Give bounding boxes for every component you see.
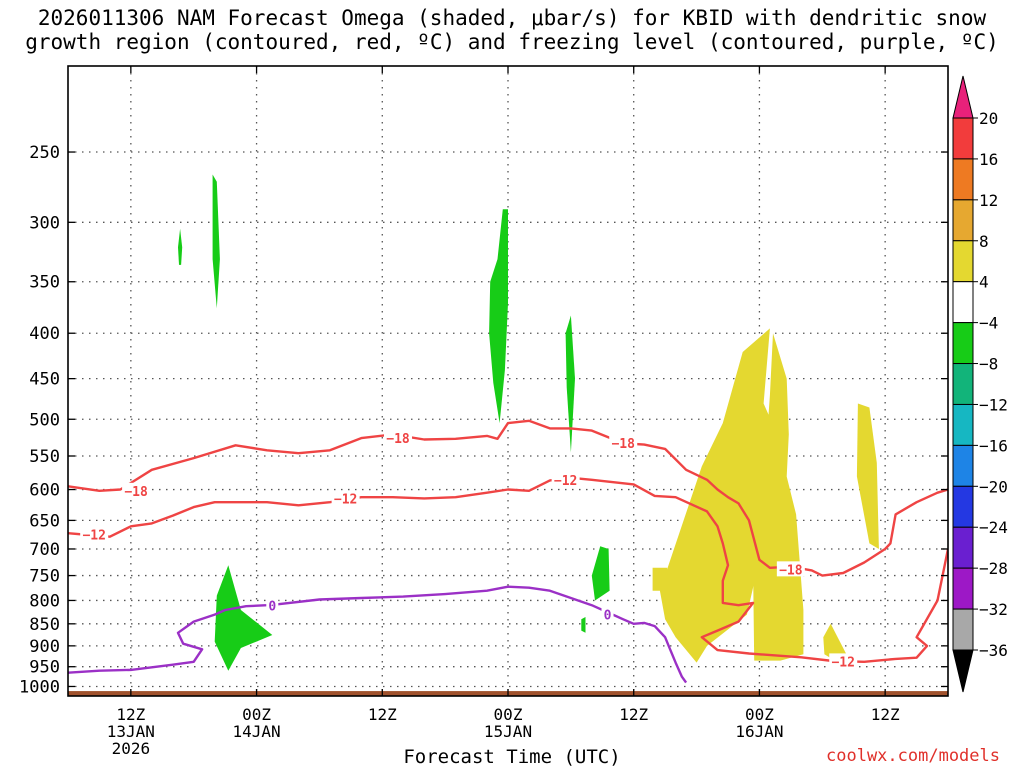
omega+4-8-d	[823, 623, 847, 661]
x-tick-label-66: 00Z	[745, 705, 774, 724]
contour-minus12-label-bg-2	[551, 471, 580, 487]
colorbar-swatch-5	[952, 322, 974, 365]
colorbar-top-arrow	[952, 75, 974, 119]
chart-title: 2026011306 NAM Forecast Omega (shaded, μ…	[0, 6, 1024, 54]
x-tick-label-18: 00Z	[242, 705, 271, 724]
colorbar-label-0: 20	[979, 109, 998, 128]
contour-minus12-label-1: −12	[334, 492, 357, 507]
y-tick-label-700: 700	[29, 540, 60, 560]
colorbar-label-3: 8	[979, 232, 989, 251]
x-tick-label-54: 12Z	[619, 705, 648, 724]
title-line-1: 2026011306 NAM Forecast Omega (shaded, μ…	[37, 6, 987, 30]
x-tick-year-6: 2026	[112, 739, 151, 758]
contour-minus18-label-bg-1	[384, 430, 412, 446]
colorbar-label-7: −12	[979, 395, 1008, 414]
colorbar-swatch-3	[952, 240, 974, 283]
colorbar-bottom-arrow	[952, 649, 974, 693]
y-tick-label-650: 650	[29, 511, 60, 531]
colorbar-label-1: 16	[979, 150, 998, 169]
contour-minus12-label-bg-3	[829, 653, 858, 669]
credit-link[interactable]: coolwx.com/models	[826, 746, 1000, 766]
colorbar-swatch-4	[952, 281, 974, 324]
colorbar-swatch-6	[952, 363, 974, 405]
omega-4-8-e	[214, 565, 273, 671]
title-line-2: growth region (contoured, red, ºC) and f…	[25, 30, 999, 54]
omega-4-8-g	[581, 617, 586, 633]
colorbar-swatch-0	[952, 117, 974, 160]
contour-minus18-label-bg-3	[776, 561, 805, 577]
y-tick-label-950: 950	[29, 658, 60, 678]
colorbar-swatch-1	[952, 158, 974, 201]
contour-freeze-0-label-1: 0	[604, 609, 612, 624]
x-tick-date-66: 16JAN	[735, 722, 783, 741]
colorbar-label-4: 4	[979, 273, 989, 292]
contour-minus18-label-3: −18	[779, 563, 803, 578]
contour-freeze-0-label-bg-0	[266, 597, 279, 613]
colorbar-label-9: −20	[979, 477, 1008, 496]
x-tick-date-6: 13JAN	[107, 722, 155, 741]
contour-minus12-label-0: −12	[82, 528, 105, 543]
omega+4-8-b	[753, 333, 804, 661]
y-tick-label-1000: 1000	[19, 677, 60, 697]
y-tick-label-800: 800	[29, 591, 60, 611]
y-tick-label-300: 300	[29, 213, 60, 233]
contour-freeze-0	[68, 585, 688, 684]
omega-4-8-c	[489, 209, 508, 424]
colorbar-label-10: −24	[979, 518, 1008, 537]
contour-minus18-label-bg-0	[122, 482, 151, 498]
colorbar-label-2: 12	[979, 191, 998, 210]
contour-minus12-label-bg-0	[80, 526, 109, 542]
contour-minus18-label-1: −18	[386, 432, 410, 447]
omega-4-8-d	[565, 315, 575, 453]
contour-minus18-label-2: −18	[611, 437, 635, 452]
x-tick-date-42: 15JAN	[484, 722, 532, 741]
y-tick-label-850: 850	[29, 615, 60, 635]
omega-4-8-a	[178, 228, 183, 265]
omega+4-8-e	[652, 567, 668, 591]
x-tick-date-18: 14JAN	[232, 722, 280, 741]
contour-minus12	[68, 476, 948, 663]
colorbar-label-12: −32	[979, 600, 1008, 619]
colorbar-swatch-9	[952, 485, 974, 528]
omega+4-8-c	[856, 403, 879, 549]
y-tick-label-900: 900	[29, 637, 60, 657]
colorbar-label-8: −16	[979, 436, 1008, 455]
omega-4-8-f	[591, 546, 610, 601]
y-tick-label-350: 350	[29, 273, 60, 293]
colorbar-label-11: −28	[979, 559, 1008, 578]
omega-4-8-b	[212, 174, 220, 309]
colorbar-label-6: −8	[979, 355, 998, 374]
colorbar-swatch-12	[952, 608, 974, 651]
contour-minus18-label-bg-2	[609, 435, 638, 451]
contour-freeze-0-label-bg-1	[601, 606, 614, 622]
x-tick-label-6: 12Z	[116, 705, 145, 724]
y-tick-label-400: 400	[29, 324, 60, 344]
colorbar: 20 16 12 8 4 −4 −8 −12 −16 −20 −24 −28 −32 −36	[952, 75, 1008, 693]
x-tick-label-42: 00Z	[494, 705, 523, 724]
x-tick-label-78: 12Z	[871, 705, 900, 724]
colorbar-label-5: −4	[979, 314, 998, 333]
contour-minus12-label-3: −12	[831, 655, 854, 670]
y-tick-label-600: 600	[29, 481, 60, 501]
y-tick-label-550: 550	[29, 447, 60, 467]
colorbar-swatch-8	[952, 444, 974, 487]
colorbar-swatch-11	[952, 567, 974, 610]
y-tick-label-450: 450	[29, 370, 60, 390]
contour-minus12-label-2: −12	[554, 474, 577, 489]
colorbar-label-13: −36	[979, 641, 1008, 660]
x-axis-label: Forecast Time (UTC)	[403, 746, 621, 768]
x-tick-label-30: 12Z	[368, 705, 397, 724]
y-tick-label-250: 250	[29, 143, 60, 163]
omega+4-8-a	[659, 328, 778, 663]
contour-minus18-label-0: −18	[124, 485, 148, 500]
colorbar-swatch-2	[952, 199, 974, 242]
colorbar-swatch-10	[952, 526, 974, 569]
contour-minus12-label-bg-1	[331, 490, 360, 506]
colorbar-swatch-7	[952, 403, 974, 446]
y-tick-label-750: 750	[29, 567, 60, 587]
contour-freeze-0-label-0: 0	[268, 600, 276, 615]
y-tick-label-500: 500	[29, 410, 60, 430]
